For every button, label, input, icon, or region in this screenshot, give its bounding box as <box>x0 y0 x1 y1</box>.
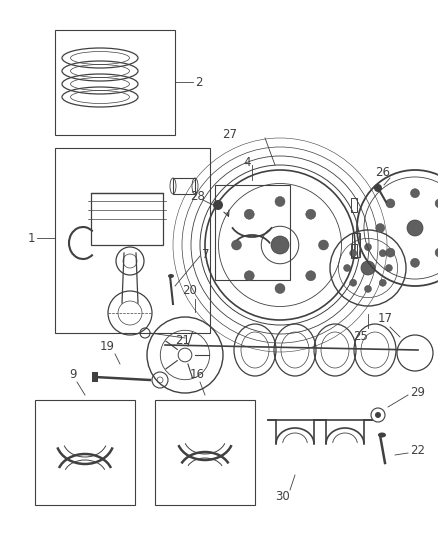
Text: 25: 25 <box>353 329 368 343</box>
Text: 27: 27 <box>223 128 237 141</box>
Circle shape <box>379 279 386 286</box>
Bar <box>352 233 360 257</box>
Circle shape <box>213 200 223 210</box>
Circle shape <box>275 284 285 294</box>
Circle shape <box>435 199 438 208</box>
Bar <box>215 185 290 280</box>
Circle shape <box>435 248 438 257</box>
Bar <box>155 400 255 505</box>
Circle shape <box>343 264 350 271</box>
Circle shape <box>244 271 254 281</box>
Text: 19: 19 <box>99 340 114 352</box>
Text: 2: 2 <box>195 76 202 88</box>
Circle shape <box>244 209 254 219</box>
Circle shape <box>410 189 420 198</box>
Circle shape <box>364 244 371 251</box>
Circle shape <box>350 250 357 257</box>
Text: 22: 22 <box>410 445 425 457</box>
Text: 1: 1 <box>28 231 35 245</box>
Text: 16: 16 <box>190 367 205 381</box>
Circle shape <box>306 271 316 281</box>
Bar <box>351 244 357 258</box>
Circle shape <box>318 240 328 250</box>
Bar <box>173 178 195 194</box>
Circle shape <box>361 261 375 275</box>
Circle shape <box>306 209 316 219</box>
Bar <box>55 148 210 333</box>
Text: 9: 9 <box>69 367 77 381</box>
Circle shape <box>364 285 371 293</box>
Circle shape <box>379 250 386 257</box>
Circle shape <box>232 240 241 250</box>
Circle shape <box>410 259 420 268</box>
Text: 20: 20 <box>183 285 198 297</box>
Bar <box>35 400 135 505</box>
Text: 28: 28 <box>191 190 205 204</box>
Text: 17: 17 <box>378 312 392 326</box>
Ellipse shape <box>168 274 174 278</box>
Circle shape <box>350 279 357 286</box>
Circle shape <box>271 236 289 254</box>
Circle shape <box>376 223 385 232</box>
Circle shape <box>407 220 423 236</box>
Circle shape <box>375 412 381 418</box>
Text: 7: 7 <box>202 247 209 261</box>
Bar <box>92 372 98 382</box>
Text: 30: 30 <box>276 489 290 503</box>
Circle shape <box>386 199 395 208</box>
Circle shape <box>374 184 382 192</box>
Text: 26: 26 <box>375 166 391 179</box>
Bar <box>91 193 163 245</box>
Ellipse shape <box>378 432 386 438</box>
Text: 29: 29 <box>410 386 425 400</box>
Circle shape <box>385 264 392 271</box>
Bar <box>351 198 357 212</box>
Circle shape <box>386 248 395 257</box>
Bar <box>55 30 175 135</box>
Text: 21: 21 <box>175 335 190 348</box>
Circle shape <box>275 197 285 206</box>
Text: 4: 4 <box>243 157 251 169</box>
